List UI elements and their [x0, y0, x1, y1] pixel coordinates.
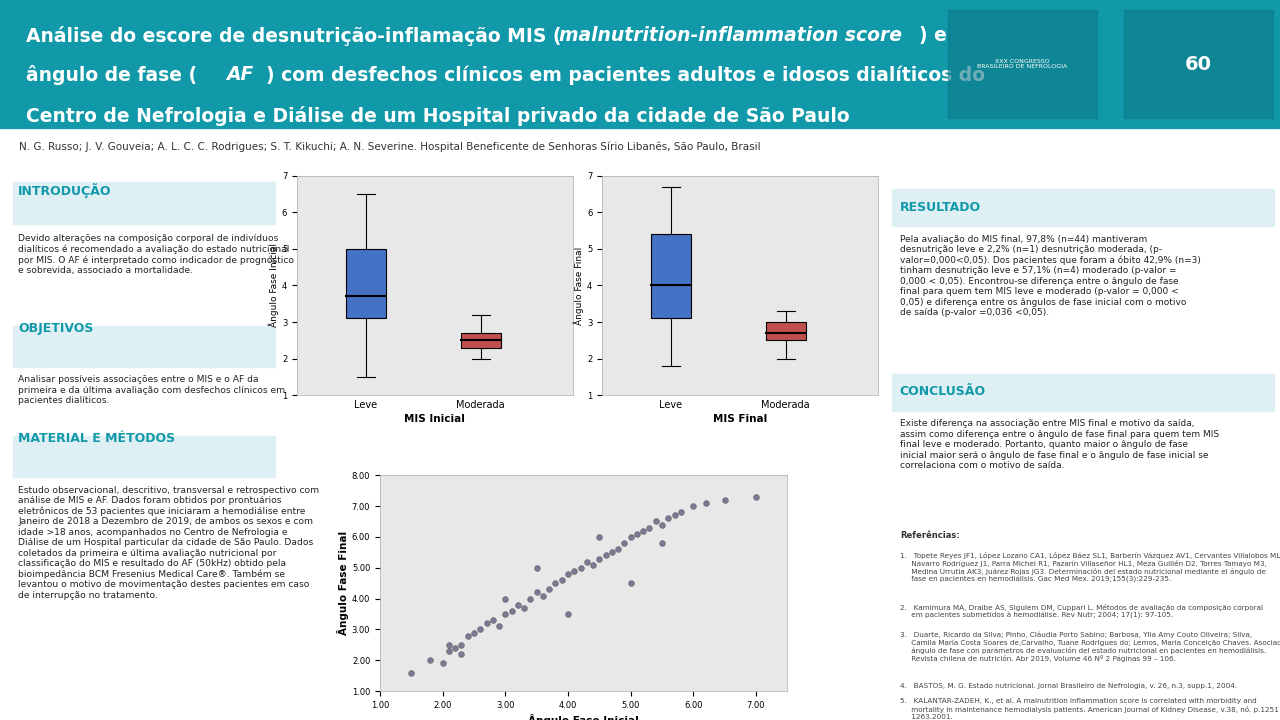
Text: Referências:: Referências:: [900, 531, 960, 541]
Text: XXX CONGRESSO
BRASILEIRO DE NEFROLOGIA: XXX CONGRESSO BRASILEIRO DE NEFROLOGIA: [977, 58, 1068, 69]
Text: 2.   Kamimura MA, Draibe AS, Sigulem DM, Cuppari L. Métodos de avaliação da comp: 2. Kamimura MA, Draibe AS, Sigulem DM, C…: [900, 603, 1263, 618]
Point: [433, 657, 453, 669]
Point: [495, 593, 516, 604]
Text: 3.   Duarte, Ricardo da Silva; Pinho, Cláudia Porto Sabino; Barbosa, Ylla Amy Co: 3. Duarte, Ricardo da Silva; Pinho, Cláu…: [900, 631, 1280, 662]
Text: AF: AF: [227, 66, 253, 84]
Bar: [13, 182, 275, 224]
Point: [452, 639, 472, 651]
Point: [582, 559, 603, 570]
Text: Analisar possíveis associações entre o MIS e o AF da
primeira e da última avalia: Analisar possíveis associações entre o M…: [18, 375, 285, 405]
Bar: [892, 374, 1274, 411]
Point: [614, 537, 635, 549]
Point: [483, 614, 503, 626]
Point: [652, 519, 672, 531]
Point: [658, 513, 678, 524]
Point: [401, 667, 421, 678]
Bar: [13, 436, 275, 477]
Point: [495, 608, 516, 620]
Text: Análise do escore de desnutrição-inflamação MIS (: Análise do escore de desnutrição-inflama…: [26, 26, 561, 45]
Point: [526, 562, 547, 574]
Point: [602, 546, 622, 558]
Point: [621, 577, 641, 589]
X-axis label: MIS Inicial: MIS Inicial: [404, 414, 465, 424]
Text: N. G. Russo; J. V. Gouveia; A. L. C. C. Rodrigues; S. T. Kikuchi; A. N. Severine: N. G. Russo; J. V. Gouveia; A. L. C. C. …: [19, 142, 760, 152]
Text: OBJETIVOS: OBJETIVOS: [18, 322, 93, 335]
Point: [639, 522, 659, 534]
Text: ângulo de fase (: ângulo de fase (: [26, 66, 197, 86]
Bar: [461, 333, 500, 348]
Text: Devido alterações na composição corporal de indivíduos
dialíticos é recomendado : Devido alterações na composição corporal…: [18, 233, 294, 275]
Text: CONCLUSÃO: CONCLUSÃO: [900, 385, 986, 398]
Point: [502, 606, 522, 617]
Point: [420, 654, 440, 666]
Point: [589, 553, 609, 564]
Point: [452, 649, 472, 660]
Point: [627, 528, 648, 539]
Point: [645, 516, 666, 527]
Point: [532, 590, 553, 601]
Text: Estudo observacional, descritivo, transversal e retrospectivo com
análise de MIS: Estudo observacional, descritivo, transv…: [18, 485, 319, 600]
Point: [564, 565, 585, 577]
Bar: [13, 325, 275, 367]
Point: [664, 510, 685, 521]
Point: [520, 593, 540, 604]
Point: [489, 621, 509, 632]
Bar: [1124, 10, 1274, 118]
Point: [476, 618, 497, 629]
X-axis label: MIS Final: MIS Final: [713, 414, 767, 424]
Point: [652, 537, 672, 549]
Text: malnutrition-inflammation score: malnutrition-inflammation score: [559, 26, 902, 45]
Bar: [765, 322, 806, 341]
Bar: [892, 189, 1274, 226]
Point: [545, 577, 566, 589]
Text: ) e: ) e: [919, 26, 947, 45]
Point: [508, 599, 529, 611]
Text: Existe diferença na associação entre MIS final e motivo da saída,
assim como dif: Existe diferença na associação entre MIS…: [900, 420, 1219, 470]
Y-axis label: Ângulo Fase Final: Ângulo Fase Final: [573, 246, 584, 325]
Point: [439, 645, 460, 657]
Text: 1.   Topete Reyes JF1, López Lozano CA1, López Báez SL1, Barberín Vázquez AV1, C: 1. Topete Reyes JF1, López Lozano CA1, L…: [900, 552, 1280, 583]
Point: [684, 500, 704, 512]
Text: Pela avaliação do MIS final, 97,8% (n=44) mantiveram
desnutrição leve e 2,2% (n=: Pela avaliação do MIS final, 97,8% (n=44…: [900, 235, 1201, 317]
Point: [621, 531, 641, 543]
Point: [558, 608, 579, 620]
Point: [746, 491, 767, 503]
Text: INTRODUÇÃO: INTRODUÇÃO: [18, 183, 111, 198]
Text: RESULTADO: RESULTADO: [900, 201, 980, 214]
Point: [539, 584, 559, 595]
Point: [714, 494, 735, 505]
Point: [695, 498, 716, 509]
Point: [634, 525, 654, 536]
Point: [457, 630, 477, 642]
Text: MATERIAL E MÉTODOS: MATERIAL E MÉTODOS: [18, 432, 175, 445]
Bar: [346, 249, 387, 318]
Y-axis label: Ângulo Fase Inicial: Ângulo Fase Inicial: [269, 243, 279, 328]
Point: [595, 549, 616, 561]
Point: [552, 575, 572, 586]
Point: [513, 602, 534, 613]
Point: [608, 544, 628, 555]
Point: [526, 587, 547, 598]
Point: [445, 642, 466, 654]
Text: 4.   BASTOS, M. G. Estado nutricional. Jornal Brasileiro de Nefrologia, v. 26, n: 4. BASTOS, M. G. Estado nutricional. Jor…: [900, 683, 1236, 689]
Y-axis label: Ângulo Fase Final: Ângulo Fase Final: [337, 531, 349, 635]
Text: ) com desfechos clínicos em pacientes adultos e idosos dialíticos do: ) com desfechos clínicos em pacientes ad…: [266, 66, 986, 85]
Point: [439, 639, 460, 651]
Point: [558, 568, 579, 580]
Point: [463, 627, 484, 639]
Text: Centro de Nefrologia e Diálise de um Hospital privado da cidade de São Paulo: Centro de Nefrologia e Diálise de um Hos…: [26, 107, 849, 127]
Point: [576, 556, 596, 567]
Point: [589, 531, 609, 543]
Text: 60: 60: [1185, 55, 1212, 73]
Point: [571, 562, 591, 574]
Bar: [650, 234, 691, 318]
Bar: [947, 10, 1097, 118]
X-axis label: Ângulo Fase Inicial: Ângulo Fase Inicial: [529, 714, 639, 720]
Point: [470, 624, 490, 635]
Text: 5.   KALANTAR-ZADEH, K., et al. A malnutrition inflammation score is correlated : 5. KALANTAR-ZADEH, K., et al. A malnutri…: [900, 698, 1279, 720]
Point: [671, 506, 691, 518]
